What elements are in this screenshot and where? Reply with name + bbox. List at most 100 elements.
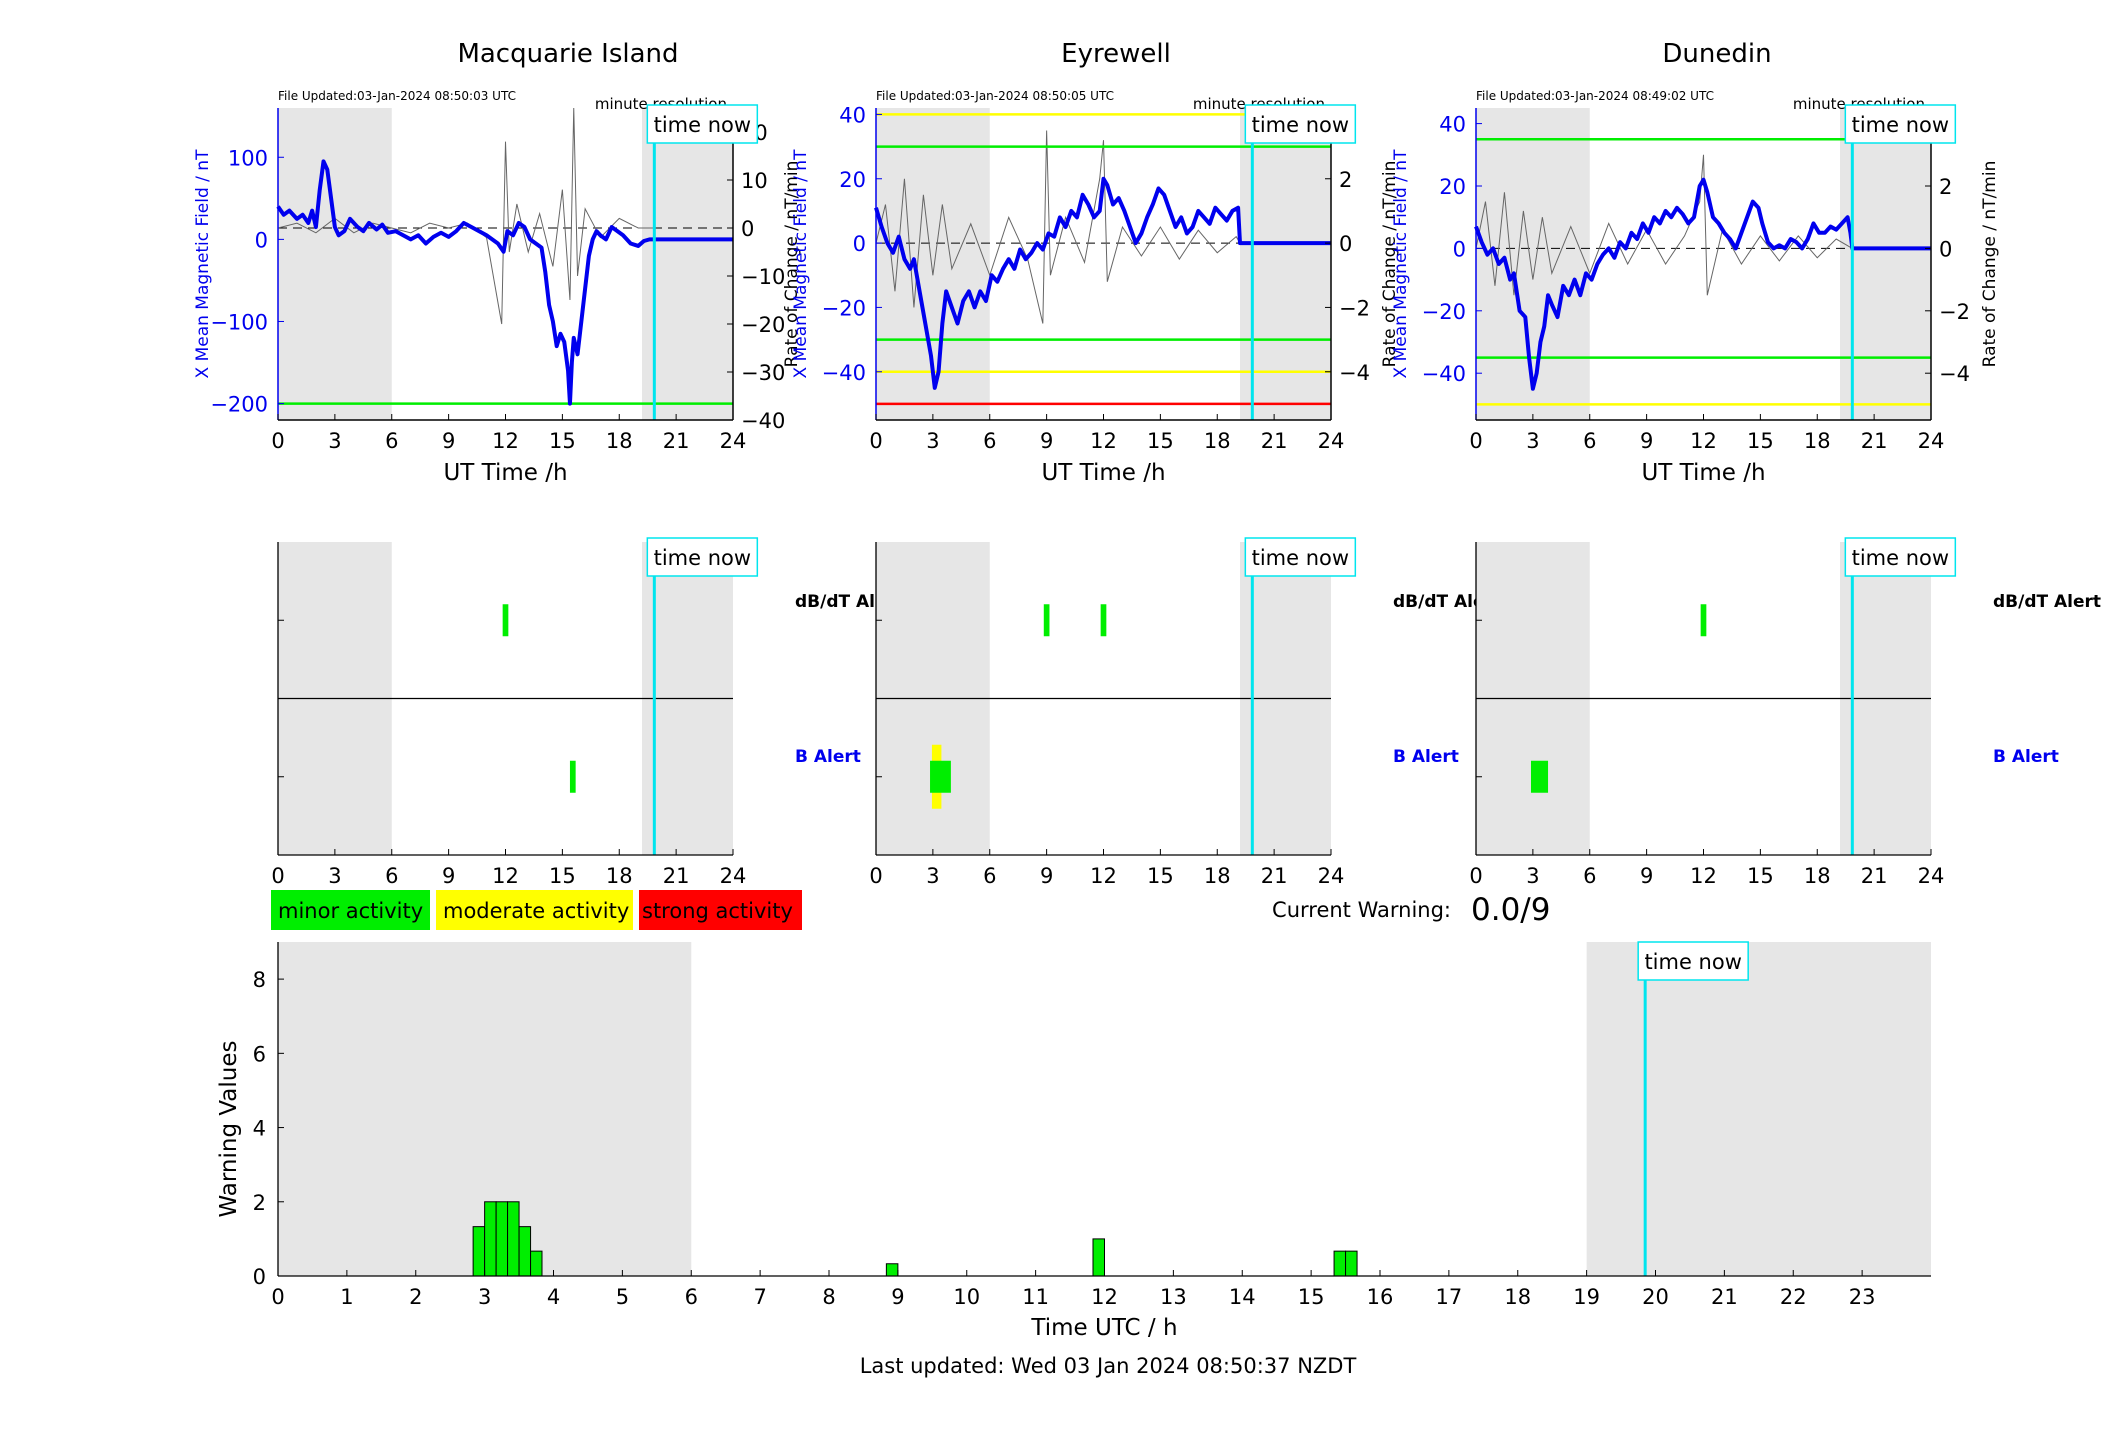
station-title-macquarie: Macquarie Island (457, 39, 678, 69)
station-3-alert-xtick-label: 15 (1747, 864, 1774, 888)
station-1-xtick-label: 15 (549, 429, 576, 453)
station-1-alert-b-label: B Alert (795, 747, 861, 767)
warning-xtick-label: 12 (1091, 1285, 1118, 1309)
station-3-alert-xtick-label: 18 (1804, 864, 1831, 888)
warning-xtick-label: 5 (616, 1285, 629, 1309)
legend-minor-label: minor activity (278, 899, 423, 923)
warning-xtick-label: 3 (478, 1285, 491, 1309)
station-2-alert-xtick-label: 21 (1261, 864, 1288, 888)
station-2-xtick-label: 3 (926, 429, 939, 453)
station-3-ylabel-left: X Mean Magnetic Field / nT (1391, 149, 1411, 379)
station-3-alert-plot: 0 3 6 9 12 15 18 21 24 dB/dT Alert B Alert time now (1469, 537, 2101, 888)
station-3-file-updated: File Updated:03-Jan-2024 08:49:02 UTC (1476, 89, 1714, 103)
station-1-alert-time-now-box (646, 537, 759, 577)
warning-xtick-label: 8 (822, 1285, 835, 1309)
warning-xtick-label: 13 (1160, 1285, 1187, 1309)
station-3-alert-dbdt-label: dB/dT Alert (1993, 592, 2101, 612)
station-1-alert-xtick-label: 9 (442, 864, 455, 888)
station-2-xtick-label: 15 (1147, 429, 1174, 453)
station-3-alert-b-label: B Alert (1993, 747, 2059, 767)
station-2-xtick-label: 9 (1040, 429, 1053, 453)
warning-xtick-label: 1 (340, 1285, 353, 1309)
station-2-ytick-right-label: 0 (1339, 232, 1352, 256)
station-2-alert-b-label: B Alert (1393, 747, 1459, 767)
station-3-xtick-label: 3 (1526, 429, 1539, 453)
station-1-xtick-label: 18 (606, 429, 633, 453)
station-3-xtick-label: 24 (1918, 429, 1945, 453)
station-1-xtick-label: 0 (271, 429, 284, 453)
station-2-alert-time-now-box (1244, 537, 1357, 577)
current-warning-label: Current Warning: (1272, 898, 1451, 922)
station-2-alert-dbdt-label: dB/dT Alert (1393, 592, 1501, 612)
station-2-alert-xtick-label: 15 (1147, 864, 1174, 888)
warning-bar-8 (1333, 1250, 1347, 1277)
warning-xtick-label: 23 (1849, 1285, 1876, 1309)
legend-moderate-label: moderate activity (443, 899, 629, 923)
station-2-alert-xtick-label: 3 (926, 864, 939, 888)
station-1-shade-1 (642, 108, 733, 420)
station-2-alert-xtick-label: 6 (983, 864, 996, 888)
station-3-alert-xtick-label: 9 (1640, 864, 1653, 888)
warning-xtick-label: 21 (1711, 1285, 1738, 1309)
warning-bar-2 (495, 1201, 509, 1277)
station-3-ytick-right-label: 0 (1939, 237, 1952, 261)
station-3-shade-0 (1476, 108, 1590, 420)
station-1-time-now-box (646, 104, 759, 144)
station-1-ytick-right-label: 10 (741, 169, 768, 193)
station-2-file-updated: File Updated:03-Jan-2024 08:50:05 UTC (876, 89, 1114, 103)
warning-bar-4 (518, 1226, 532, 1277)
station-1-ytick-right-label: −30 (741, 361, 785, 385)
station-3-ytick-left-label: 40 (1439, 113, 1466, 137)
station-2-xtick-label: 0 (869, 429, 882, 453)
warning-xtick-label: 14 (1229, 1285, 1256, 1309)
warning-xtick-label: 7 (753, 1285, 766, 1309)
station-2-alert-xtick-label: 24 (1318, 864, 1345, 888)
station-1-ytick-left-label: −200 (210, 393, 268, 417)
station-3-time-now-box (1844, 104, 1957, 144)
warning-ytick-label: 6 (253, 1042, 266, 1066)
station-title-eyrewell: Eyrewell (1061, 39, 1171, 69)
last-updated: Last updated: Wed 03 Jan 2024 08:50:37 N… (860, 1354, 1357, 1378)
station-3-alert-time-now-label: time now (1852, 546, 1949, 570)
station-1-ytick-left-label: 100 (228, 146, 268, 170)
station-2-xtick-label: 12 (1090, 429, 1117, 453)
station-3-ytick-left-label: −40 (1422, 362, 1466, 386)
warning-bar-5 (530, 1250, 543, 1277)
station-1-shade-0 (278, 108, 392, 420)
station-3-ytick-right-label: −2 (1939, 300, 1970, 324)
station-2-shade-1 (1240, 108, 1331, 420)
station-2-alert-xtick-label: 12 (1090, 864, 1117, 888)
station-2-time-now-label: time now (1252, 113, 1349, 137)
station-2-field-line (874, 176, 1331, 390)
station-2-xtick-label: 6 (983, 429, 996, 453)
legend-minor-swatch (271, 890, 430, 930)
station-2-alert-time-now-label: time now (1252, 546, 1349, 570)
station-2-ytick-right-label: −4 (1339, 361, 1370, 385)
warning-xtick-label: 20 (1642, 1285, 1669, 1309)
station-3-alert-xtick-label: 6 (1583, 864, 1596, 888)
station-1-alert-xtick-label: 24 (720, 864, 747, 888)
warning-xtick-label: 19 (1573, 1285, 1600, 1309)
station-2-ytick-right-label: −2 (1339, 296, 1370, 320)
legend-strong-swatch (639, 890, 802, 930)
station-3-ytick-right-label: −4 (1939, 362, 1970, 386)
station-1-alert-mark-1 (569, 760, 576, 793)
legend-strong-label: strong activity (642, 899, 793, 923)
warning-xtick-label: 2 (409, 1285, 422, 1309)
station-1-alert-xtick-label: 3 (328, 864, 341, 888)
warning-xtick-label: 10 (953, 1285, 980, 1309)
station-2-ytick-left-label: 40 (839, 103, 866, 127)
activity-legend: minor activity moderate activity strong … (271, 890, 802, 930)
warning-xtick-label: 11 (1022, 1285, 1049, 1309)
station-2-ytick-left-label: 0 (853, 232, 866, 256)
station-1-alert-time-now-label: time now (654, 546, 751, 570)
warning-xlabel: Time UTC / h (1030, 1315, 1177, 1341)
station-3-xtick-label: 15 (1747, 429, 1774, 453)
station-3-xlabel: UT Time /h (1641, 460, 1765, 486)
station-2-alert-xtick-label: 9 (1040, 864, 1053, 888)
warning-time-now-label: time now (1644, 950, 1741, 974)
